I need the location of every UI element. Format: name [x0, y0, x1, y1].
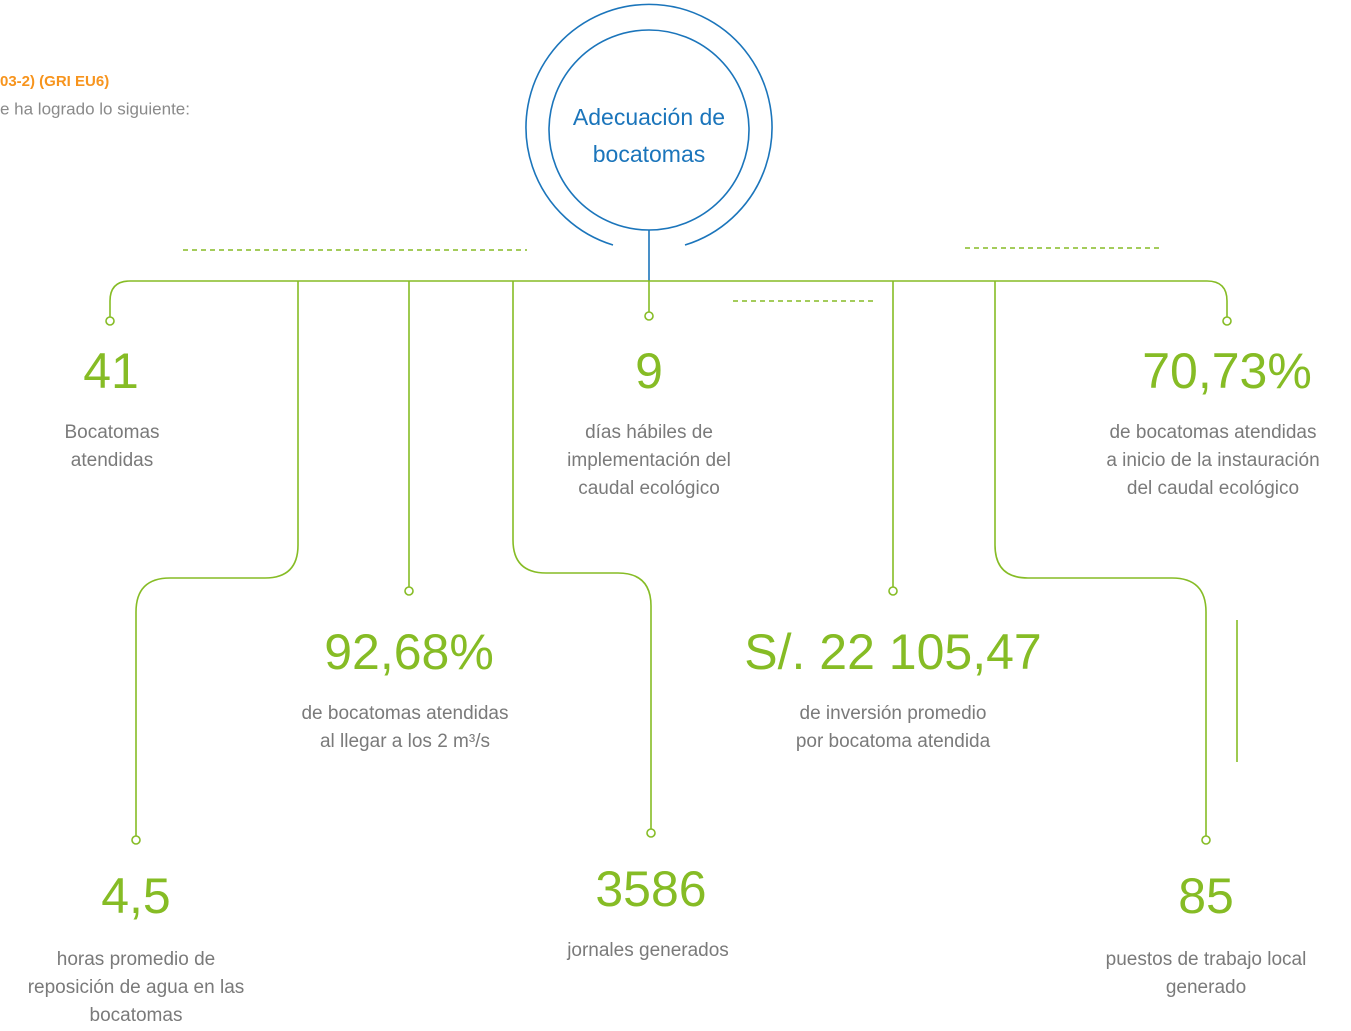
- stat-description: reposición de agua en las: [28, 977, 245, 998]
- stat-description: de bocatomas atendidas: [301, 703, 508, 724]
- stat-description: al llegar a los 2 m³/s: [320, 731, 490, 752]
- stat-value: S/. 22 105,47: [744, 624, 1041, 680]
- header-code: 03-2) (GRI EU6): [0, 73, 109, 90]
- connectors: [105, 247, 1238, 845]
- stat-description: implementación del: [567, 450, 731, 471]
- stat-value: 4,5: [101, 868, 171, 924]
- stat-description: días hábiles de: [585, 422, 713, 443]
- stat-value: 3586: [595, 861, 706, 917]
- title-line: Adecuación de: [573, 104, 725, 130]
- stat-description: atendidas: [71, 450, 153, 471]
- stat-description: horas promedio de: [57, 949, 215, 970]
- stat-description: caudal ecológico: [578, 478, 720, 499]
- stat-value: 41: [83, 343, 139, 399]
- outer-ring: [525, 3, 773, 246]
- stat-description: por bocatoma atendida: [796, 731, 991, 752]
- stat-description: de inversión promedio: [800, 703, 987, 724]
- stat-description: bocatomas: [90, 1005, 183, 1026]
- stat-description: jornales generados: [566, 940, 729, 961]
- stat-description: de bocatomas atendidas: [1109, 422, 1316, 443]
- stat-description: a inicio de la instauración: [1106, 450, 1319, 471]
- stat-value: 85: [1178, 868, 1234, 924]
- stat-value: 70,73%: [1142, 343, 1312, 399]
- stat-description: generado: [1166, 977, 1246, 998]
- stat-description: del caudal ecológico: [1127, 478, 1299, 499]
- stat-value: 9: [635, 343, 663, 399]
- header-intro: e ha logrado lo siguiente:: [0, 99, 190, 118]
- stat-value: 92,68%: [324, 624, 494, 680]
- stat-description: Bocatomas: [64, 422, 159, 443]
- title-line: bocatomas: [593, 141, 706, 167]
- stat-description: puestos de trabajo local: [1106, 949, 1307, 970]
